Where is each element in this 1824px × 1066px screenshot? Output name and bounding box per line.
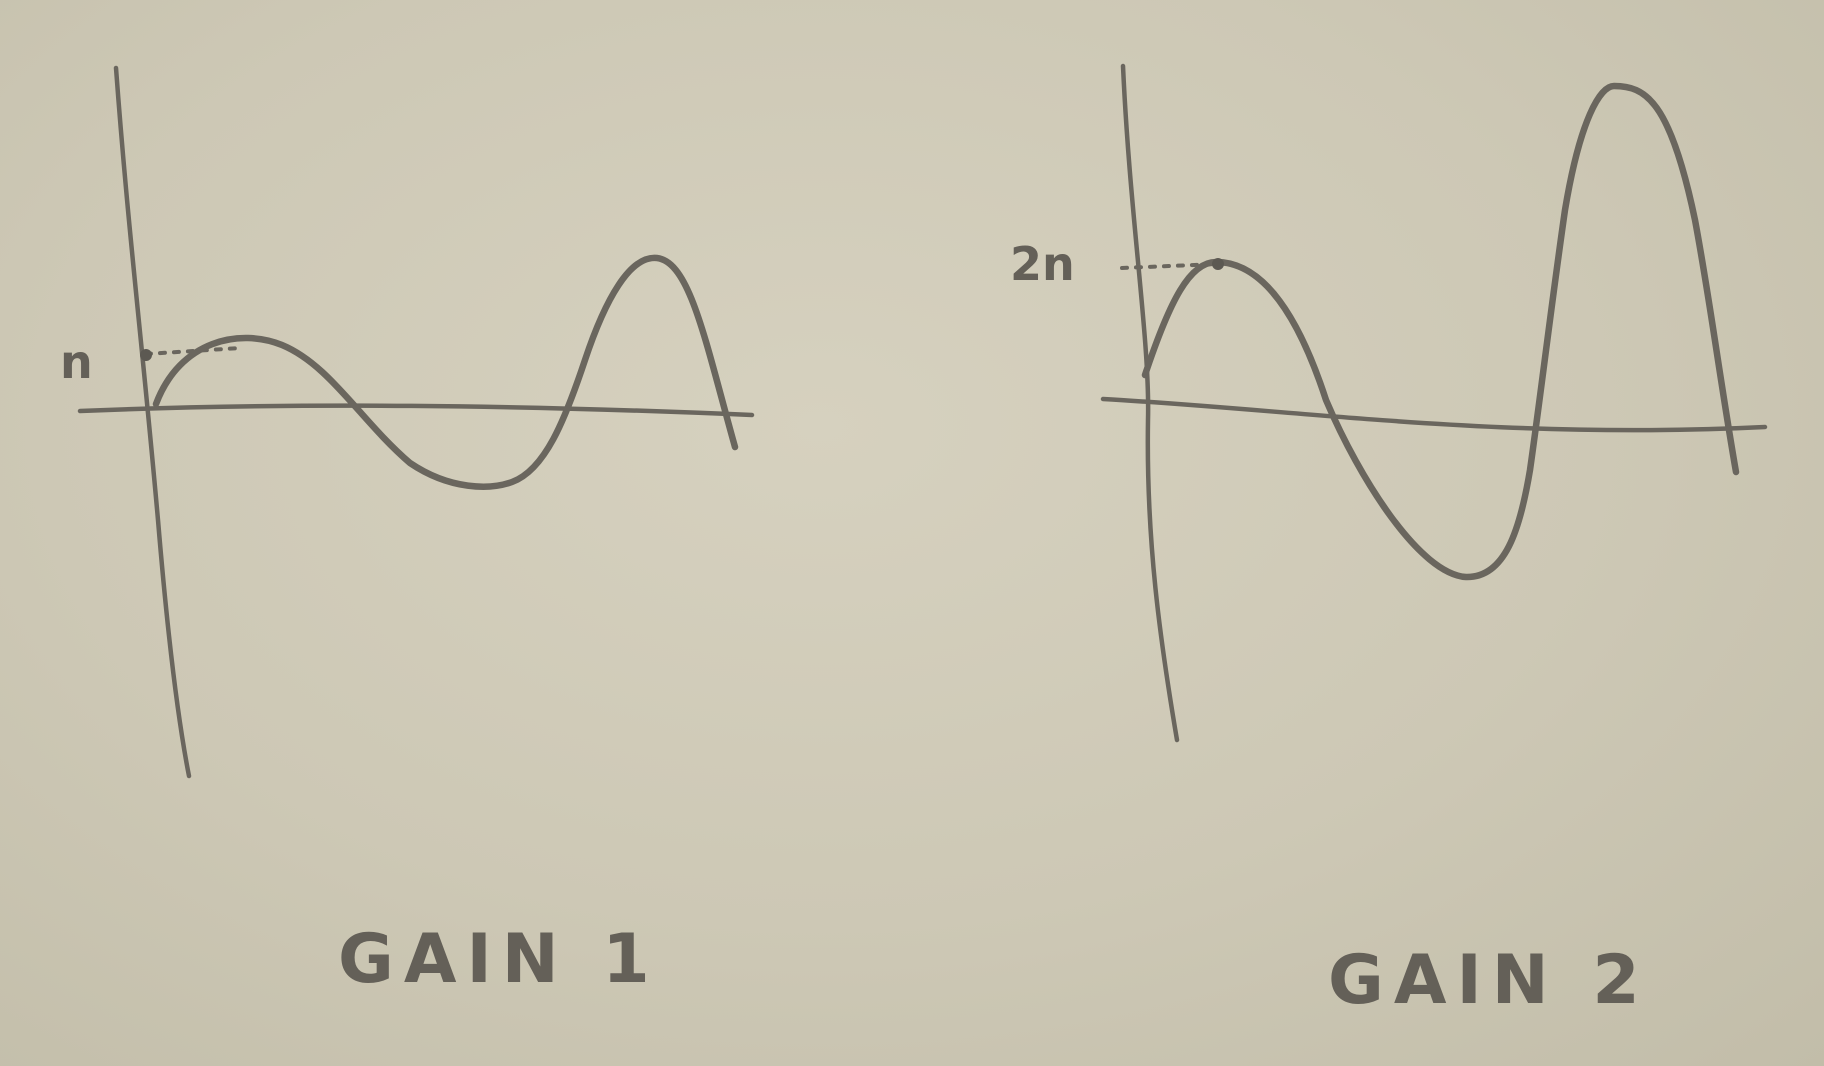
panel-gain-1: n GAIN 1	[60, 65, 755, 999]
gain-2-peak-guide	[1120, 262, 1220, 270]
gain-1-caption: GAIN 1	[338, 920, 660, 999]
gain-1-horizontal-axis	[77, 403, 755, 418]
gain-1-peak-guide	[144, 346, 242, 356]
gain-2-waveform	[1141, 82, 1740, 581]
gain-1-vertical-axis	[113, 65, 192, 779]
panel-gain-2: 2n GAIN 2	[1010, 63, 1768, 1020]
gain-1-waveform	[152, 254, 739, 490]
gain-1-peak-label: n	[60, 335, 93, 389]
gain-2-peak-label: 2n	[1010, 237, 1075, 291]
gain-2-caption: GAIN 2	[1328, 941, 1650, 1020]
gain-2-horizontal-axis	[1100, 396, 1768, 433]
gain-1-peak-marker	[140, 349, 152, 361]
gain-2-peak-marker	[1212, 258, 1224, 270]
gain-2-vertical-axis	[1120, 63, 1180, 743]
